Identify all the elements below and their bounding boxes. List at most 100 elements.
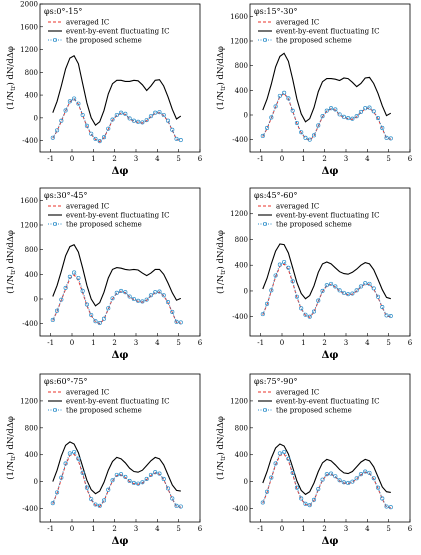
series-proposed-point bbox=[290, 108, 295, 113]
x-tick-label: 2 bbox=[322, 525, 326, 533]
y-tick-label: 400 bbox=[25, 92, 38, 100]
series-proposed-point bbox=[337, 288, 342, 293]
series-proposed-point bbox=[174, 503, 179, 508]
x-tick-label: -1 bbox=[47, 525, 54, 533]
panel-6: -1 0 1 2 3 4 5 6 -400 0 400 800 1200 Δφ (1/Ntr) dN/dΔφ… bbox=[215, 373, 413, 547]
x-tick-label: 6 bbox=[198, 525, 203, 533]
series-proposed-point bbox=[380, 304, 385, 310]
x-tick-label: 4 bbox=[155, 525, 160, 533]
series-proposed-point bbox=[303, 312, 308, 317]
legend-label-proposed: the proposed scheme bbox=[66, 37, 142, 45]
x-tick-label: -1 bbox=[257, 339, 264, 347]
y-tick-label: 1600 bbox=[20, 23, 38, 31]
x-tick-label: 4 bbox=[155, 339, 160, 347]
series-proposed-point bbox=[55, 128, 60, 133]
panel-2: -1 0 1 2 3 4 5 6 -400 0 400 800 1200 1600 Δφ (1/Ntr) dN… bbox=[215, 3, 413, 177]
y-tick-label: 0 bbox=[34, 114, 38, 122]
y-axis-label: (1/Ntr) dN/dΔφ bbox=[5, 46, 17, 110]
series-proposed-point bbox=[277, 451, 282, 456]
legend-label-proposed: the proposed scheme bbox=[66, 407, 142, 415]
series-proposed-point bbox=[72, 449, 77, 455]
series-proposed-point bbox=[303, 135, 308, 140]
x-tick-label: 2 bbox=[112, 155, 116, 163]
y-tick-label: 400 bbox=[25, 271, 38, 279]
series-proposed-point bbox=[123, 290, 128, 295]
series-proposed-point bbox=[84, 485, 89, 490]
series-proposed-point bbox=[93, 136, 98, 141]
x-tick-label: 3 bbox=[344, 525, 348, 533]
series-proposed-point bbox=[63, 461, 68, 466]
series-proposed-point bbox=[63, 108, 68, 113]
series-proposed-point bbox=[337, 478, 342, 483]
series-ebe-line bbox=[262, 52, 392, 123]
series-ebe-line bbox=[262, 443, 391, 496]
series-proposed-point bbox=[307, 503, 312, 508]
plot-frame bbox=[39, 3, 201, 153]
series-proposed-point bbox=[178, 137, 183, 143]
y-tick-label: 0 bbox=[34, 478, 38, 486]
x-tick-label: 6 bbox=[408, 155, 413, 163]
x-tick-label: 6 bbox=[408, 525, 413, 533]
series-proposed-point bbox=[153, 290, 158, 295]
series-proposed-point bbox=[316, 298, 321, 303]
series-proposed-point bbox=[388, 505, 393, 510]
y-tick-label: 400 bbox=[235, 87, 248, 95]
series-proposed-point bbox=[170, 309, 175, 315]
series-proposed-point bbox=[329, 471, 334, 476]
x-tick-label: 3 bbox=[134, 339, 138, 347]
series-proposed-point bbox=[127, 478, 132, 484]
series-proposed-point bbox=[320, 288, 325, 294]
y-tick-label: 1200 bbox=[20, 397, 38, 405]
series-proposed-point bbox=[67, 99, 72, 104]
y-tick-label: 800 bbox=[235, 62, 248, 70]
x-tick-label: 5 bbox=[176, 155, 180, 163]
y-axis-label: (1/Ntr) dN/dΔφ bbox=[215, 416, 227, 480]
legend-marker-proposed bbox=[262, 407, 268, 413]
legend-label-ebe: event-by-event fluctuating IC bbox=[276, 28, 380, 36]
x-tick-label: 1 bbox=[301, 525, 305, 533]
series-proposed-point bbox=[320, 477, 325, 482]
series-proposed-point bbox=[371, 476, 376, 481]
x-tick-label: 4 bbox=[365, 155, 370, 163]
series-proposed-point bbox=[50, 501, 55, 506]
panel-title: φs:75°-90° bbox=[254, 377, 297, 386]
plot-frame bbox=[249, 187, 411, 337]
series-proposed-point bbox=[384, 135, 389, 140]
series-proposed-point bbox=[384, 313, 389, 318]
series-ebe-line bbox=[52, 243, 182, 307]
series-proposed-point bbox=[375, 294, 381, 299]
series-proposed-point bbox=[375, 485, 381, 490]
panel-title: φs:0°-15° bbox=[44, 7, 82, 16]
y-tick-label: -400 bbox=[232, 313, 248, 321]
x-tick-label: 5 bbox=[176, 525, 180, 533]
series-proposed-line bbox=[52, 271, 181, 324]
x-tick-label: 0 bbox=[280, 525, 284, 533]
x-tick-label: 4 bbox=[155, 155, 160, 163]
series-proposed-point bbox=[63, 285, 68, 290]
legend-marker-proposed bbox=[262, 221, 268, 227]
series-proposed-point bbox=[324, 472, 329, 477]
series-proposed-point bbox=[93, 502, 98, 507]
x-tick-label: 5 bbox=[386, 339, 390, 347]
series-proposed-point bbox=[174, 136, 179, 141]
legend-label-ebe: event-by-event fluctuating IC bbox=[66, 212, 170, 220]
series-proposed-point bbox=[153, 470, 158, 475]
series-proposed-point bbox=[307, 314, 312, 319]
series-proposed-point bbox=[367, 281, 372, 286]
series-proposed-point bbox=[316, 123, 321, 128]
series-averaged-line bbox=[262, 263, 391, 318]
series-proposed-point bbox=[333, 474, 338, 479]
legend-label-averaged: averaged IC bbox=[276, 19, 319, 27]
x-tick-label: 2 bbox=[112, 339, 116, 347]
legend-label-averaged: averaged IC bbox=[66, 203, 109, 211]
series-proposed-point bbox=[299, 130, 304, 135]
series-proposed-point bbox=[170, 127, 175, 132]
legend-label-averaged: averaged IC bbox=[66, 19, 109, 27]
series-proposed-point bbox=[157, 110, 162, 115]
series-proposed-point bbox=[354, 476, 359, 481]
series-proposed-point bbox=[311, 309, 317, 314]
series-proposed-point bbox=[140, 480, 145, 485]
y-tick-label: 0 bbox=[244, 478, 248, 486]
series-proposed-point bbox=[375, 116, 381, 121]
series-proposed-point bbox=[165, 300, 171, 305]
